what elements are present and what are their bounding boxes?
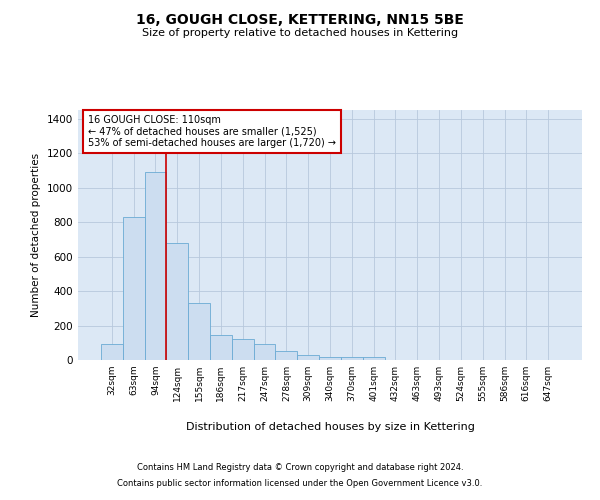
Bar xyxy=(101,344,123,360)
Bar xyxy=(319,356,341,360)
Bar xyxy=(254,344,275,360)
Bar xyxy=(297,355,319,360)
Text: 16 GOUGH CLOSE: 110sqm
← 47% of detached houses are smaller (1,525)
53% of semi-: 16 GOUGH CLOSE: 110sqm ← 47% of detached… xyxy=(88,115,336,148)
Text: 16, GOUGH CLOSE, KETTERING, NN15 5BE: 16, GOUGH CLOSE, KETTERING, NN15 5BE xyxy=(136,12,464,26)
Text: Contains public sector information licensed under the Open Government Licence v3: Contains public sector information licen… xyxy=(118,478,482,488)
Bar xyxy=(166,243,188,360)
Bar xyxy=(210,335,232,360)
Bar xyxy=(341,356,363,360)
Y-axis label: Number of detached properties: Number of detached properties xyxy=(31,153,41,317)
Text: Contains HM Land Registry data © Crown copyright and database right 2024.: Contains HM Land Registry data © Crown c… xyxy=(137,464,463,472)
Text: Distribution of detached houses by size in Kettering: Distribution of detached houses by size … xyxy=(185,422,475,432)
Text: Size of property relative to detached houses in Kettering: Size of property relative to detached ho… xyxy=(142,28,458,38)
Bar xyxy=(188,303,210,360)
Bar xyxy=(145,172,166,360)
Bar xyxy=(232,340,254,360)
Bar xyxy=(363,356,385,360)
Bar xyxy=(123,217,145,360)
Bar xyxy=(275,350,297,360)
